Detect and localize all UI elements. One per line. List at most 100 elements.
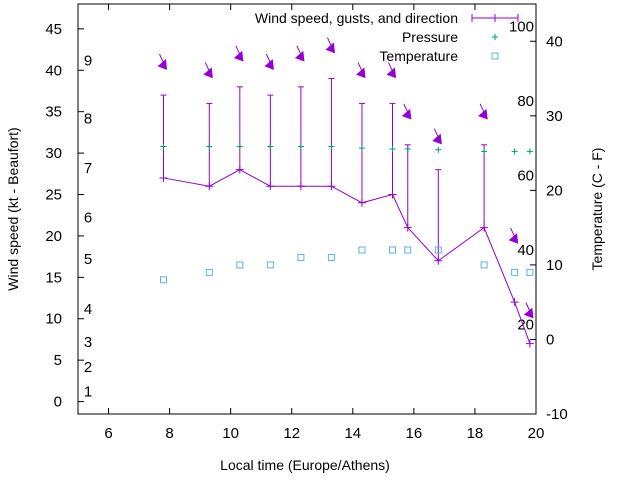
temperature-point bbox=[297, 253, 305, 261]
pressure-point bbox=[206, 143, 213, 150]
direction-arrow-head bbox=[355, 67, 366, 79]
direction-arrow-head bbox=[325, 42, 336, 54]
wind-point bbox=[327, 182, 336, 191]
y-tick-label: 20 bbox=[45, 228, 62, 245]
wind-line bbox=[163, 169, 531, 344]
y-tick-label: 45 bbox=[45, 21, 62, 38]
temperature-point bbox=[526, 268, 534, 276]
wind-point bbox=[235, 165, 244, 174]
direction-arrow-head bbox=[432, 133, 442, 145]
direction-arrow-head bbox=[478, 108, 488, 120]
pressure-point bbox=[297, 143, 304, 150]
temperature-point bbox=[236, 261, 244, 269]
beaufort-label: 4 bbox=[84, 301, 92, 318]
x-axis-title: Local time (Europe/Athens) bbox=[220, 457, 390, 473]
x-tick-label: 16 bbox=[406, 425, 423, 442]
fahrenheit-label: 100 bbox=[509, 18, 534, 35]
wind-point bbox=[403, 223, 412, 232]
legend-key-pressure bbox=[492, 34, 498, 40]
y-tick-label: 0 bbox=[54, 394, 62, 411]
wind-point bbox=[357, 198, 366, 207]
temperature-point bbox=[205, 268, 213, 276]
direction-arrows bbox=[157, 37, 534, 319]
beaufort-label: 8 bbox=[84, 110, 92, 127]
beaufort-label: 9 bbox=[84, 52, 92, 69]
wind-point bbox=[388, 190, 397, 199]
y-tick-label: 40 bbox=[45, 62, 62, 79]
x-tick-label: 20 bbox=[528, 425, 545, 442]
temperature-point bbox=[434, 246, 442, 254]
y2-tick-label: 30 bbox=[546, 108, 563, 125]
pressure-point bbox=[160, 143, 167, 150]
wind-point bbox=[159, 173, 168, 182]
pressure-point bbox=[358, 145, 365, 152]
wind-point bbox=[266, 182, 275, 191]
direction-arrow-head bbox=[294, 50, 305, 62]
y2-tick-label: 20 bbox=[546, 182, 563, 199]
legend-key-wind bbox=[471, 14, 519, 22]
axis-tick-labels: 6 8 10 12 14 16 18 20051015202530354045-1001020… bbox=[45, 21, 567, 442]
wind-point bbox=[510, 298, 519, 307]
temperature-point bbox=[159, 276, 167, 284]
beaufort-label: 3 bbox=[84, 334, 92, 351]
pressure-point bbox=[389, 145, 396, 152]
y-tick-label: 35 bbox=[45, 104, 62, 121]
x-tick-label: 6 bbox=[104, 425, 112, 442]
temperature-series bbox=[159, 246, 534, 284]
legend-label-wind: Wind speed, gusts, and direction bbox=[255, 10, 458, 26]
beaufort-label: 6 bbox=[84, 210, 92, 227]
x-tick-label: 10 bbox=[222, 425, 239, 442]
y-tick-label: 15 bbox=[45, 269, 62, 286]
pressure-point bbox=[435, 146, 442, 153]
y-tick-label: 5 bbox=[54, 352, 62, 369]
temperature-point bbox=[327, 253, 335, 261]
beaufort-label: 2 bbox=[84, 359, 92, 376]
direction-arrow-head bbox=[386, 67, 397, 79]
direction-arrow-head bbox=[233, 50, 244, 62]
beaufort-label: 7 bbox=[84, 160, 92, 177]
plot-frame bbox=[77, 3, 537, 415]
legend: Wind speed, gusts, and direction Pressur… bbox=[255, 10, 519, 64]
temperature-point bbox=[511, 268, 519, 276]
pressure-point bbox=[267, 143, 274, 150]
x-tick-label: 18 bbox=[467, 425, 484, 442]
direction-arrow-head bbox=[401, 108, 412, 120]
legend-temperature-mark bbox=[491, 52, 499, 60]
y2-tick-label: 10 bbox=[546, 257, 563, 274]
pressure-point bbox=[511, 148, 518, 155]
y2-tick-label: 0 bbox=[546, 331, 554, 348]
direction-arrow-head bbox=[508, 233, 519, 244]
legend-key-temperature bbox=[491, 52, 499, 60]
temperature-point bbox=[388, 246, 396, 254]
y2-axis-title: Temperature (C - F) bbox=[589, 148, 605, 271]
legend-label-pressure: Pressure bbox=[402, 29, 458, 45]
y2-tick-label: 40 bbox=[546, 33, 563, 50]
wind-point bbox=[296, 182, 305, 191]
pressure-series bbox=[160, 143, 533, 155]
beaufort-labels: 1 2 3 4 5 6 7 8 9 bbox=[84, 52, 92, 400]
x-tick-label: 12 bbox=[283, 425, 300, 442]
direction-arrow-head bbox=[264, 59, 274, 70]
beaufort-label: 1 bbox=[84, 384, 92, 401]
temperature-point bbox=[404, 246, 412, 254]
x-tick-label: 8 bbox=[165, 425, 173, 442]
fahrenheit-label: 40 bbox=[517, 242, 534, 259]
y-tick-label: 30 bbox=[45, 145, 62, 162]
y-tick-label: 25 bbox=[45, 187, 62, 204]
direction-arrow-head bbox=[157, 59, 168, 70]
pressure-point bbox=[328, 143, 335, 150]
axis-ticks bbox=[78, 4, 537, 415]
temperature-point bbox=[358, 246, 366, 254]
wind-point bbox=[480, 223, 489, 232]
y-tick-label: 10 bbox=[45, 311, 62, 328]
y2-tick-label: -10 bbox=[546, 406, 568, 423]
legend-pressure-mark bbox=[492, 34, 498, 40]
pressure-point bbox=[481, 148, 488, 155]
pressure-point bbox=[404, 145, 411, 152]
temperature-point bbox=[480, 261, 488, 269]
y-axis-title: Wind speed (kt - Beaufort) bbox=[5, 127, 21, 290]
pressure-point bbox=[236, 143, 243, 150]
temperature-point bbox=[266, 261, 274, 269]
